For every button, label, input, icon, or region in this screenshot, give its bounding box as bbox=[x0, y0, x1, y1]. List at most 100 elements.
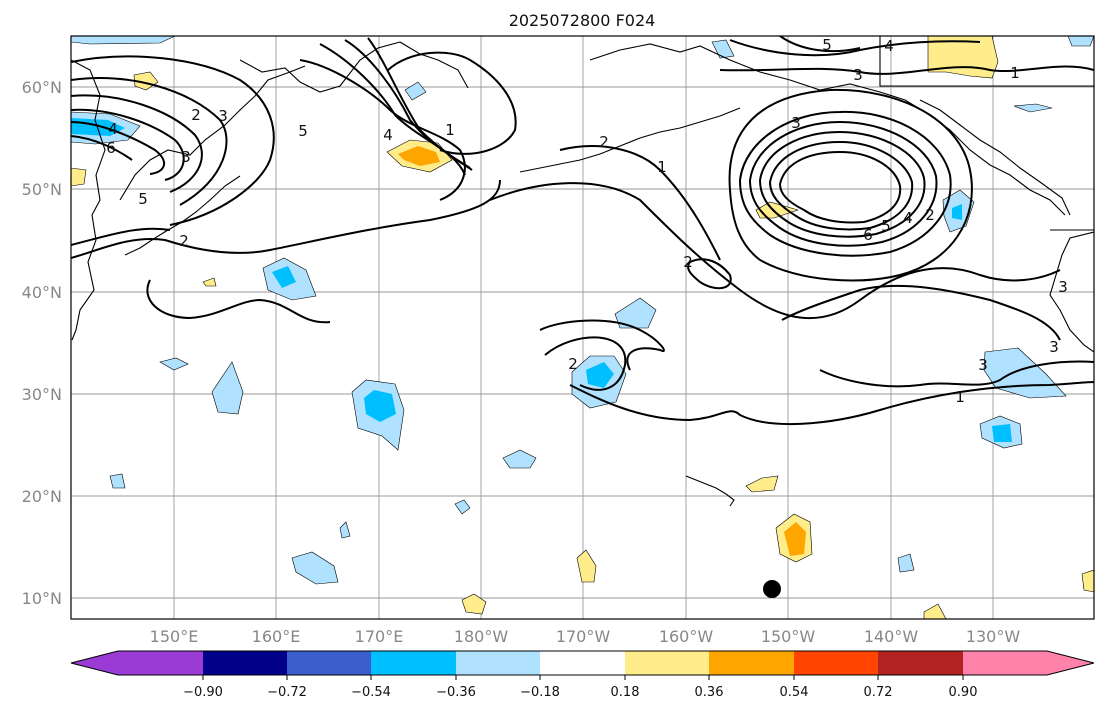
lon-tick-label: 130°W bbox=[966, 627, 1021, 646]
patch-neg-j bbox=[291, 551, 339, 585]
contour-label: 3 bbox=[853, 66, 863, 84]
map-area: 5 4 3 2 1 6 5 4 3 2 1 2 1 3 5 4 3 6 5 4 … bbox=[71, 36, 1094, 619]
contour-low-west-3 bbox=[71, 94, 203, 193]
colorbar-tick-label: 0.90 bbox=[949, 685, 978, 700]
lat-tick-label: 30°N bbox=[22, 385, 62, 404]
colorbar-segment bbox=[540, 651, 625, 675]
lat-tick-label: 50°N bbox=[22, 180, 62, 199]
patch-neg-d bbox=[159, 357, 189, 371]
patch-pos-s6 bbox=[202, 277, 217, 287]
patch-pos-left bbox=[71, 167, 87, 187]
aleutian-chain bbox=[519, 107, 741, 173]
patch-pos-s4 bbox=[923, 603, 947, 619]
patch-neg-a-core bbox=[272, 266, 296, 288]
lat-tick-label: 60°N bbox=[22, 78, 62, 97]
contour-big-low-5 bbox=[779, 150, 902, 224]
colorbar-segment bbox=[963, 651, 1047, 675]
patch-pos-hawaii bbox=[745, 475, 779, 493]
hawaii-islands bbox=[685, 475, 735, 507]
contour-label: 6 bbox=[106, 139, 116, 157]
patch-pos-south-core bbox=[784, 522, 806, 556]
contour-label: 4 bbox=[884, 37, 894, 55]
alaska-west bbox=[399, 41, 469, 89]
colorbar: −0.90 −0.72 −0.54 −0.36 −0.18 0.18 0.36 … bbox=[70, 650, 1095, 700]
patch-neg-b-core bbox=[364, 390, 396, 422]
na-west-coast bbox=[1049, 231, 1094, 353]
contour-mid-2 bbox=[559, 145, 721, 261]
contour-1-east bbox=[781, 284, 1061, 341]
lon-tick-label: 150°W bbox=[761, 627, 816, 646]
contour-label: 3 bbox=[181, 148, 191, 166]
patch-neg-l-core bbox=[952, 204, 962, 220]
contour-label: 5 bbox=[138, 190, 148, 208]
contour-label: 2 bbox=[599, 133, 609, 151]
colorbar-tick-label: 0.36 bbox=[695, 685, 724, 700]
asia-coast bbox=[71, 59, 106, 341]
contour-1-north bbox=[387, 51, 517, 155]
kamchatka bbox=[119, 65, 306, 201]
patch-neg-dutch bbox=[404, 81, 427, 101]
patch-neg-o bbox=[897, 553, 915, 573]
patch-pos-s5 bbox=[1081, 569, 1094, 593]
patch-neg-top-left bbox=[71, 36, 176, 45]
lat-tick-label: 20°N bbox=[22, 487, 62, 506]
colorbar-segment bbox=[456, 651, 540, 675]
contour-1-south bbox=[569, 381, 1094, 426]
contour-label: 4 bbox=[108, 120, 118, 138]
contour-label: 5 bbox=[298, 122, 308, 140]
patch-neg-f-core bbox=[586, 362, 614, 388]
contour-label: 1 bbox=[1010, 64, 1020, 82]
contour-label: 3 bbox=[978, 356, 988, 374]
contour-big-low-4 bbox=[769, 140, 914, 231]
patch-neg-k bbox=[339, 521, 351, 539]
colorbar-segment bbox=[625, 651, 709, 675]
siberia-coast bbox=[239, 41, 401, 93]
contour-label-group: 5 4 3 2 1 6 5 4 3 2 1 2 1 3 5 4 3 6 5 4 … bbox=[106, 36, 1068, 406]
contour-label: 2 bbox=[925, 206, 935, 224]
contour-big-low-3 bbox=[759, 130, 926, 238]
colorbar-tick-label: −0.72 bbox=[267, 685, 307, 700]
lat-tick-labels: 60°N 50°N 40°N 30°N 20°N 10°N bbox=[22, 78, 62, 608]
alaska-mainland bbox=[589, 43, 1066, 216]
patch-pos-s3 bbox=[461, 593, 487, 615]
contour-label: 3 bbox=[218, 107, 228, 125]
contour-aleutian-4 bbox=[367, 37, 473, 171]
lon-tick-label: 160°W bbox=[659, 627, 714, 646]
colorbar-right-extension bbox=[1047, 651, 1094, 675]
contour-label: 1 bbox=[955, 388, 965, 406]
patch-neg-e bbox=[614, 297, 657, 329]
contour-low-west-2 bbox=[71, 77, 228, 206]
contour-mid-1 bbox=[489, 182, 1061, 320]
colorbar-tick-label: 0.18 bbox=[611, 685, 640, 700]
contour-label: 6 bbox=[863, 226, 873, 244]
colorbar-tick-label: −0.90 bbox=[183, 685, 223, 700]
lon-tick-label: 180°W bbox=[454, 627, 509, 646]
contour-label: 2 bbox=[179, 232, 189, 250]
lat-tick-label: 40°N bbox=[22, 283, 62, 302]
contour-label: 2 bbox=[191, 106, 201, 124]
patch-neg-h bbox=[454, 499, 471, 515]
lon-tick-label: 170°E bbox=[355, 627, 404, 646]
contour-2-small bbox=[687, 258, 732, 290]
lon-gridlines bbox=[173, 36, 994, 619]
contour-label: 1 bbox=[657, 158, 667, 176]
canada-border bbox=[879, 36, 1094, 87]
colorbar-outline bbox=[70, 650, 1095, 676]
contour-label: 2 bbox=[683, 253, 693, 271]
patch-neg-r bbox=[1067, 36, 1094, 47]
contour-low-west-5 bbox=[71, 121, 165, 175]
contour-label: 3 bbox=[1058, 278, 1068, 296]
contour-3-east bbox=[819, 360, 1094, 388]
contour-mid-4 bbox=[544, 336, 627, 391]
lon-tick-label: 140°W bbox=[864, 627, 919, 646]
contour-low-west-outer bbox=[71, 55, 275, 226]
colorbar-tick-label: −0.18 bbox=[520, 685, 560, 700]
colorbar-segment bbox=[203, 651, 287, 675]
colorbar-segment bbox=[371, 651, 456, 675]
colorbar-ticks bbox=[202, 675, 964, 680]
contour-big-low bbox=[739, 110, 952, 257]
patch-neg-q bbox=[711, 39, 735, 59]
contour-5-ne bbox=[779, 36, 861, 53]
patch-neg-c bbox=[211, 361, 244, 415]
colorbar-left-extension bbox=[71, 651, 118, 675]
